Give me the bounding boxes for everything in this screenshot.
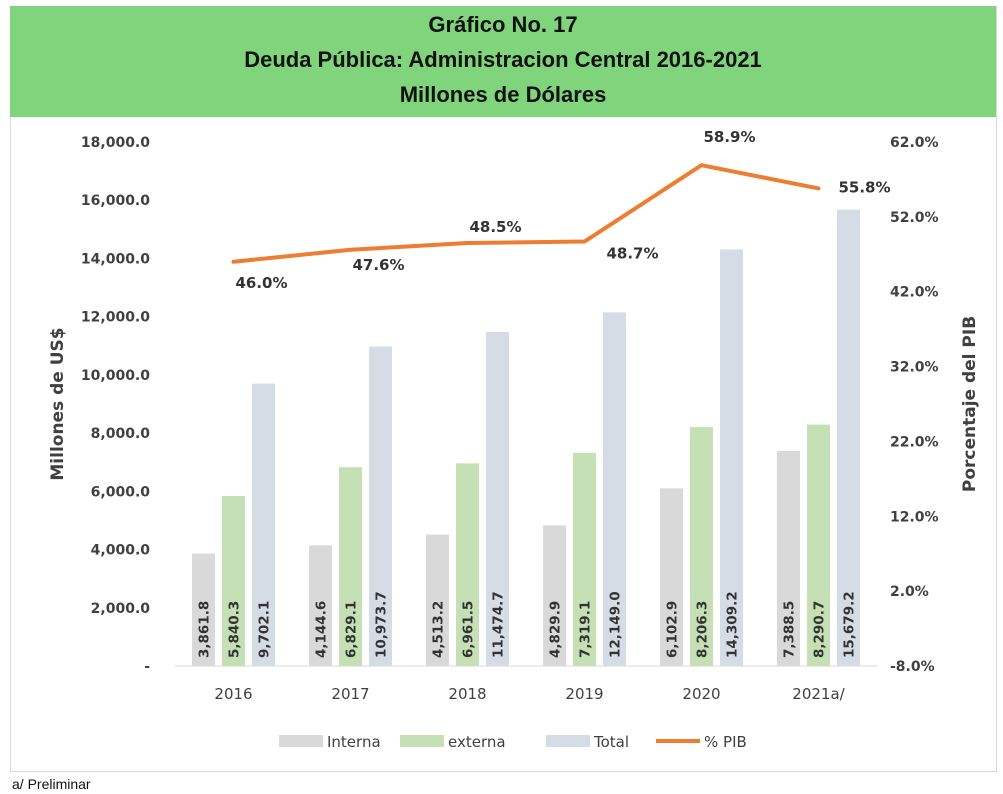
y-right-tick-label: 2.0%	[890, 584, 929, 600]
y-right-tick-label: 62.0%	[890, 135, 939, 151]
y-right-tick-label: 22.0%	[890, 434, 939, 450]
bar-interna	[543, 525, 566, 666]
bar-label-interna: 4,829.9	[548, 601, 564, 658]
y-tick-label: 16,000.0	[81, 193, 150, 209]
bar-label-externa: 8,290.7	[812, 601, 828, 658]
chart-title-line-1: Gráfico No. 17	[428, 12, 578, 37]
legend-label-pib: % PIB	[704, 733, 747, 751]
legend-swatch-interna	[279, 735, 323, 747]
y-tick-label: 18,000.0	[81, 135, 150, 151]
pib-data-label: 48.5%	[469, 218, 521, 236]
bar-label-externa: 7,319.1	[578, 601, 594, 658]
bar-label-total: 10,973.7	[374, 591, 390, 658]
bar-total	[603, 312, 626, 666]
pib-data-label: 48.7%	[606, 245, 658, 263]
legend-label-total: Total	[593, 733, 629, 751]
bar-label-interna: 3,861.8	[197, 601, 213, 658]
y-right-tick-label: 12.0%	[890, 509, 939, 525]
bar-label-total: 11,474.7	[491, 591, 507, 658]
pib-data-label: 55.8%	[838, 178, 890, 196]
chart-title-line-2: Deuda Pública: Administracion Central 20…	[244, 47, 762, 72]
bar-externa	[339, 467, 362, 666]
bar-label-interna: 4,144.6	[314, 601, 330, 658]
bar-label-interna: 7,388.5	[782, 601, 798, 658]
y-right-tick-label: 52.0%	[890, 210, 939, 226]
y-right-tick-label: -8.0%	[890, 659, 935, 675]
y-tick-label: 8,000.0	[91, 426, 151, 442]
y-axis-title: Millones de US$	[48, 327, 68, 480]
x-category-label: 2020	[682, 685, 720, 703]
bar-externa	[807, 424, 830, 666]
bar-externa	[222, 495, 245, 666]
bar-label-total: 14,309.2	[725, 591, 741, 658]
bar-label-externa: 6,961.5	[461, 601, 477, 658]
pib-data-label: 58.9%	[703, 128, 755, 146]
bar-total	[486, 331, 509, 666]
y-tick-label: 6,000.0	[91, 484, 151, 500]
y-tick-label: 14,000.0	[81, 251, 150, 267]
bar-interna	[192, 553, 215, 666]
y-tick-label: 4,000.0	[91, 543, 151, 559]
pib-data-label: 47.6%	[352, 256, 404, 274]
legend-label-interna: Interna	[327, 733, 381, 751]
chart-title-line-3: Millones de Dólares	[399, 82, 607, 107]
x-category-label: 2017	[331, 685, 369, 703]
bar-interna	[777, 450, 800, 666]
bar-interna	[660, 488, 683, 666]
y-tick-label: -	[144, 659, 150, 675]
bar-externa	[573, 452, 596, 666]
bar-interna	[309, 545, 332, 666]
bar-total	[720, 249, 743, 666]
y-right-tick-label: 32.0%	[890, 360, 939, 376]
legend-label-externa: externa	[448, 733, 506, 751]
chart-title-band	[10, 6, 996, 117]
bar-interna	[426, 534, 449, 666]
y-right-tick-label: 42.0%	[890, 285, 939, 301]
legend-swatch-externa	[400, 735, 444, 747]
bar-label-interna: 6,102.9	[665, 601, 681, 658]
bar-total	[252, 383, 275, 666]
bar-label-total: 9,702.1	[257, 601, 273, 658]
y-right-axis-title: Porcentaje del PIB	[960, 316, 980, 492]
legend-swatch-total	[546, 735, 590, 747]
bar-label-externa: 6,829.1	[344, 601, 360, 658]
bar-total	[369, 346, 392, 666]
pib-line	[231, 163, 821, 264]
y-tick-label: 10,000.0	[81, 368, 150, 384]
bar-label-externa: 5,840.3	[227, 601, 243, 658]
x-category-label: 2016	[214, 685, 252, 703]
x-category-label: 2019	[565, 685, 603, 703]
bar-label-total: 15,679.2	[842, 591, 858, 658]
footnote: a/ Preliminar	[12, 776, 91, 792]
bar-label-total: 12,149.0	[608, 591, 624, 658]
y-tick-label: 2,000.0	[91, 601, 151, 617]
y-tick-label: 12,000.0	[81, 310, 150, 326]
x-category-label: 2021a/	[792, 685, 845, 703]
bar-externa	[456, 463, 479, 666]
pib-data-label: 46.0%	[235, 274, 287, 292]
bar-externa	[690, 427, 713, 666]
x-category-label: 2018	[448, 685, 486, 703]
bar-label-interna: 4,513.2	[431, 601, 447, 658]
bar-total	[837, 209, 860, 666]
bar-label-externa: 8,206.3	[695, 601, 711, 658]
